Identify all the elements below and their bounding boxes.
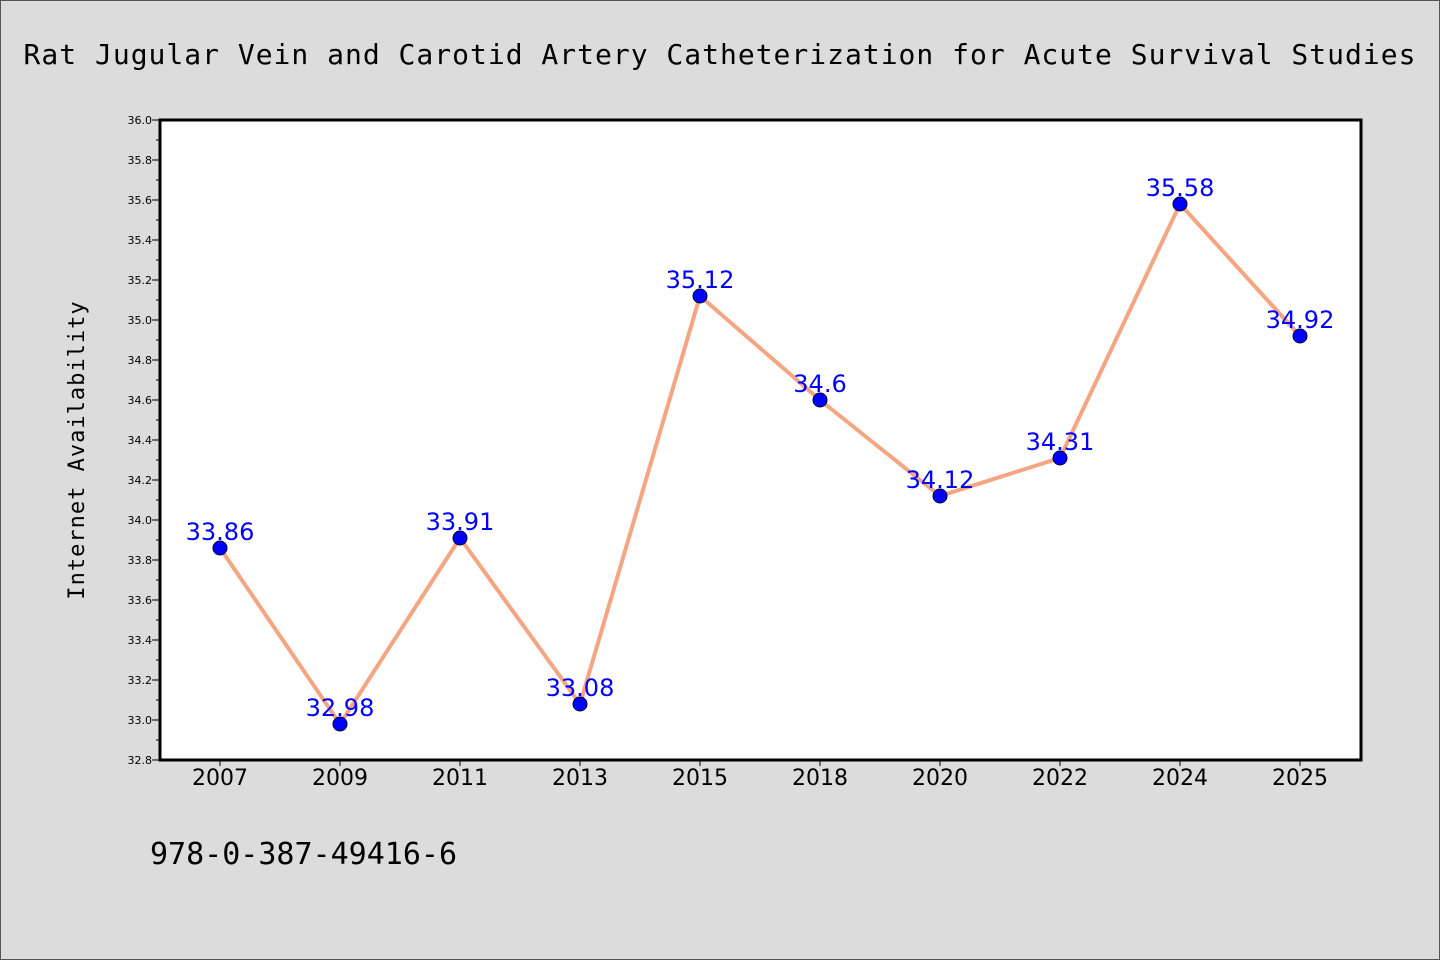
y-tick-label: 35.8 (128, 154, 153, 167)
y-tick-label: 33.2 (128, 674, 153, 687)
y-tick-label: 35.4 (128, 234, 153, 247)
x-tick-label: 2015 (672, 766, 728, 791)
data-labels: 33.86 32.98 33.91 33.08 35.12 34.6 34.12 34.31 3… (186, 174, 1335, 722)
x-tick-label: 2024 (1152, 766, 1208, 791)
x-tick-label: 2007 (192, 766, 248, 791)
data-label: 35.58 (1146, 174, 1215, 202)
data-point (212, 540, 228, 556)
data-point (692, 288, 708, 304)
y-tick-label: 33.4 (128, 634, 153, 647)
data-point (1052, 450, 1068, 466)
data-point (452, 530, 468, 546)
x-tick-label: 2022 (1032, 766, 1088, 791)
y-tick-label: 33.0 (128, 714, 153, 727)
x-tick-label: 2018 (792, 766, 848, 791)
y-tick-label: 36.0 (128, 114, 153, 127)
series-line (218, 202, 1302, 726)
chart-title: Rat Jugular Vein and Carotid Artery Cath… (24, 38, 1417, 71)
x-tick-label: 2009 (312, 766, 368, 791)
data-label: 34.6 (793, 370, 846, 398)
y-tick-label: 32.8 (128, 754, 153, 767)
data-markers (212, 196, 1308, 732)
y-tick-label: 34.0 (128, 514, 153, 527)
x-tick-label: 2025 (1272, 766, 1328, 791)
isbn-code: 978-0-387-49416-6 (150, 837, 457, 872)
data-label: 33.08 (546, 674, 615, 702)
data-point (572, 696, 588, 712)
data-label: 32.98 (306, 694, 375, 722)
x-axis: 2007 2009 2011 2013 2015 2018 2020 2022 2024 2025 (192, 760, 1328, 791)
data-point (1292, 328, 1308, 344)
plot-area (158, 118, 1363, 762)
data-label: 33.86 (186, 518, 255, 546)
y-tick-label: 34.6 (128, 394, 153, 407)
x-tick-label: 2011 (432, 766, 488, 791)
y-axis-label: Internet Availability (65, 300, 90, 599)
y-tick-label: 34.8 (128, 354, 153, 367)
data-label: 34.12 (906, 466, 975, 494)
y-tick-label: 33.6 (128, 594, 153, 607)
data-label: 33.91 (426, 508, 495, 536)
data-point (932, 488, 948, 504)
data-point (332, 716, 348, 732)
y-tick-label: 35.6 (128, 194, 153, 207)
y-tick-label: 35.0 (128, 314, 153, 327)
data-point (1172, 196, 1188, 212)
data-label: 34.92 (1266, 306, 1335, 334)
x-tick-label: 2013 (552, 766, 608, 791)
y-axis: 32.8 33.0 33.2 33.4 33.6 33.8 34.0 34.2 34.4 34.6… (128, 114, 160, 767)
x-tick-label: 2020 (912, 766, 968, 791)
data-point (812, 392, 828, 408)
y-tick-label: 35.2 (128, 274, 153, 287)
data-label: 34.31 (1026, 428, 1095, 456)
y-tick-label: 34.2 (128, 474, 153, 487)
y-tick-label: 34.4 (128, 434, 153, 447)
y-tick-label: 33.8 (128, 554, 153, 567)
data-label: 35.12 (666, 266, 735, 294)
